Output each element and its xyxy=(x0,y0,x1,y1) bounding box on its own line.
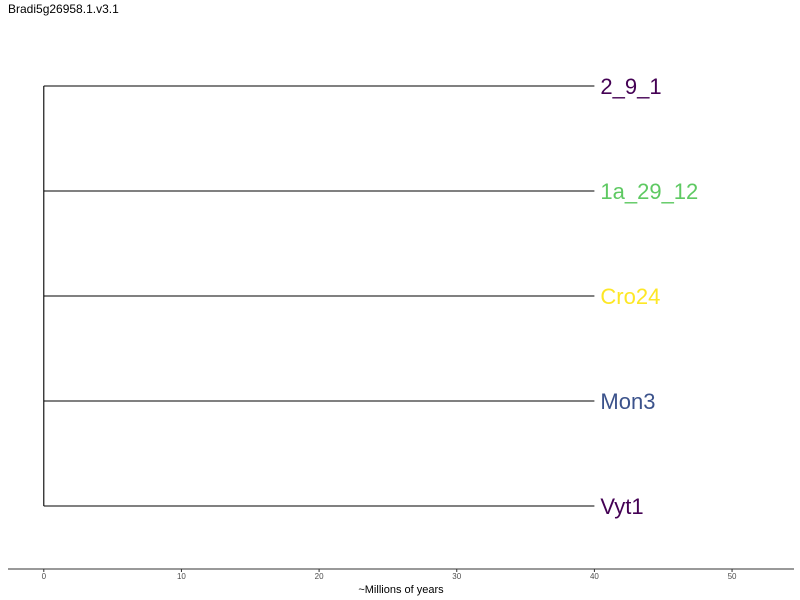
tip-label-1a_29_12: 1a_29_12 xyxy=(600,179,698,204)
x-tick-label-40: 40 xyxy=(590,572,599,581)
tip-label-2_9_1: 2_9_1 xyxy=(600,74,661,99)
x-tick-label-50: 50 xyxy=(728,572,737,581)
x-tick-label-10: 10 xyxy=(177,572,186,581)
tip-label-Vyt1: Vyt1 xyxy=(600,494,643,519)
tip-label-Cro24: Cro24 xyxy=(600,284,660,309)
x-tick-label-30: 30 xyxy=(452,572,461,581)
gene-title: Bradi5g26958.1.v3.1 xyxy=(8,2,119,16)
x-axis-title: ~Millions of years xyxy=(358,584,444,596)
tip-label-Mon3: Mon3 xyxy=(600,389,655,414)
x-tick-label-0: 0 xyxy=(42,572,47,581)
x-tick-label-20: 20 xyxy=(315,572,324,581)
